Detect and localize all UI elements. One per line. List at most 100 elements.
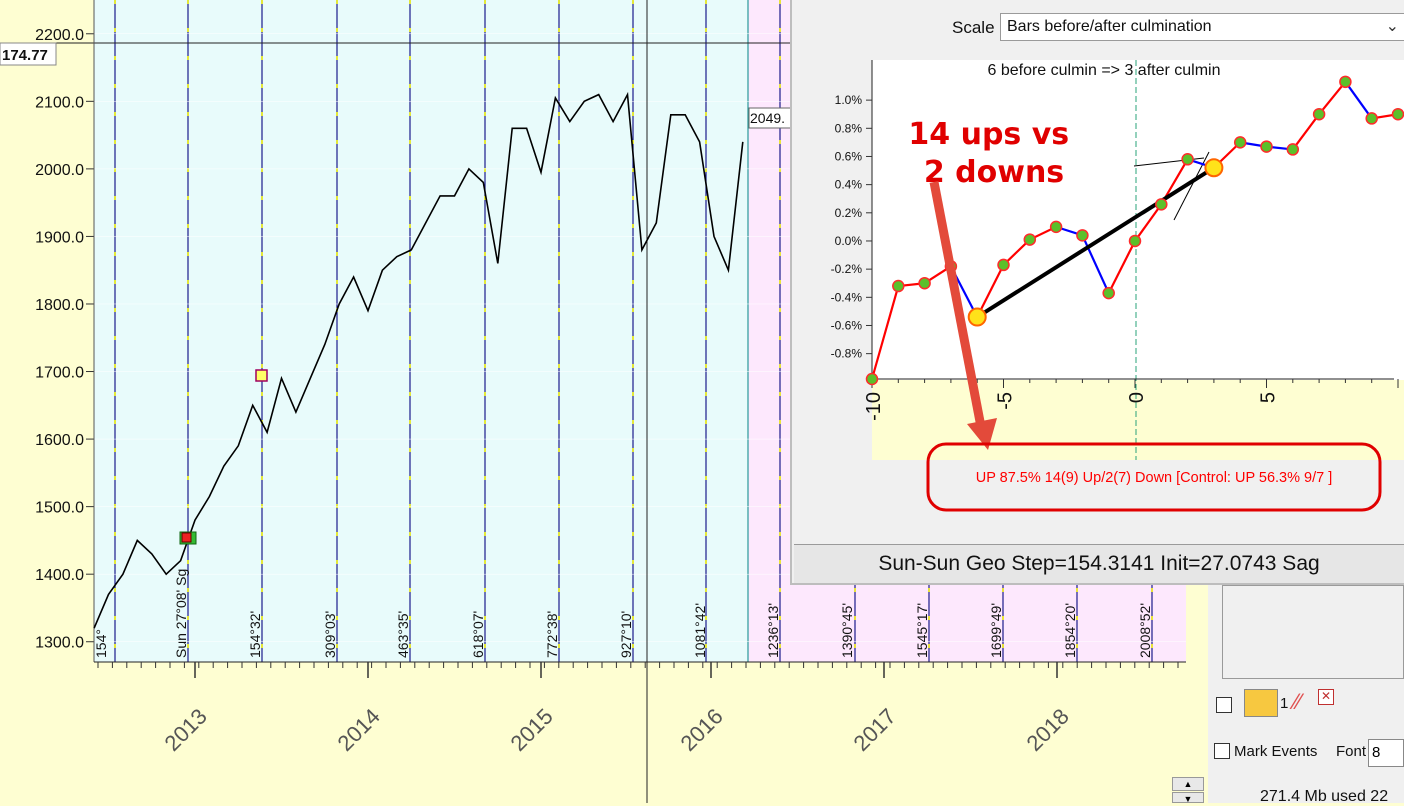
scale-label: Scale: [952, 18, 995, 37]
inner-y-tick-label: 0.8%: [835, 121, 863, 135]
series-point: [1128, 234, 1142, 248]
layer-color-icon[interactable]: [1244, 689, 1278, 717]
angle-line-label: 154°: [93, 629, 109, 658]
series-segment: [870, 285, 900, 380]
inner-x-tick-label: 0: [1126, 392, 1148, 403]
status-bar: Sun-Sun Geo Step=154.3141 Init=27.0743 S…: [794, 544, 1404, 583]
series-point: [1155, 198, 1168, 211]
y-tick-label: 1700.0: [35, 365, 84, 382]
font-label: Font: [1336, 743, 1367, 760]
annotation-arrow-head: [967, 418, 997, 450]
inner-y-tick-label: 0.0%: [835, 234, 863, 248]
y-tick-label: 1600.0: [35, 432, 84, 449]
series-segment: [1107, 240, 1136, 294]
mark-events-label: Mark Events: [1234, 743, 1318, 760]
series-point: [1102, 286, 1115, 300]
series-point: [1233, 136, 1247, 149]
x-tick-label: 2013: [160, 704, 212, 756]
scroll-up-button[interactable]: ▲: [1172, 777, 1204, 791]
angle-line-label: 1081°42': [692, 603, 708, 658]
series-point: [1312, 107, 1326, 121]
series-point: [918, 276, 931, 290]
series-segment: [1081, 234, 1110, 294]
inner-y-tick-label: -0.2%: [831, 262, 863, 276]
inner-x-tick-label: 5: [1258, 392, 1280, 403]
series-point: [892, 279, 905, 293]
angle-line-label: 1236°13': [765, 603, 781, 658]
y-axis: 2200.0 2100.0 2000.0 1900.0 1800.0 1700.0 1600…: [35, 27, 94, 652]
angle-line-label: 1545°17': [914, 603, 930, 658]
lines-tool-icon[interactable]: ⁄⁄: [1294, 689, 1302, 714]
y-tick-label: 1800.0: [35, 297, 84, 314]
series-point: [1023, 233, 1037, 246]
font-size-value: 8: [1372, 744, 1381, 761]
series-segment: [1291, 113, 1320, 151]
culmination-chart[interactable]: 1.0% 0.8% 0.6% 0.4% 0.2% 0.0% -0.2% -0.4% -0.6% -…: [794, 52, 1404, 532]
y-tick-label: 1400.0: [35, 567, 84, 584]
angle-line-label: 463°35': [395, 611, 411, 658]
series-segment: [1344, 81, 1373, 120]
layer-checkbox[interactable]: [1216, 697, 1232, 713]
series-point: [1391, 107, 1404, 121]
series-point: [1286, 143, 1300, 156]
annotation-arrow-shaft: [929, 181, 987, 433]
angle-line-label: 1854°20': [1062, 603, 1078, 658]
swing-points: [967, 158, 1224, 327]
x-minor-ticks: [97, 662, 1179, 668]
pivot-marker[interactable]: [255, 369, 268, 382]
y-tick-label: 2200.0: [35, 27, 84, 44]
angle-line-label: 772°38': [544, 611, 560, 658]
x-tick-label: 2016: [676, 704, 728, 756]
series-point: [1076, 229, 1089, 242]
angle-line-label: 1390°45': [839, 603, 855, 658]
series-point: [1260, 140, 1273, 153]
stat-highlight-box: [926, 442, 1382, 512]
x-tick-label: 2015: [506, 704, 558, 756]
series-segment: [1134, 203, 1163, 242]
angle-line-label: 618°07': [470, 611, 486, 658]
chevron-down-icon[interactable]: ⌄: [1385, 18, 1399, 35]
mark-events-checkbox[interactable]: [1214, 743, 1230, 759]
inner-x-tick-label: -10: [863, 392, 885, 421]
inner-y-tick-label: 0.6%: [835, 149, 863, 163]
scale-select-value: Bars before/after culmination: [1007, 18, 1212, 35]
angle-line-label: 1699°49': [988, 603, 1004, 658]
swing-point: [967, 307, 987, 327]
x-axis: 2013 2014 2015 2016 2017 2018: [160, 662, 1074, 756]
side-controls: 1 ⁄⁄ ✕ Mark Events Font 8 271.4 Mb used …: [1208, 585, 1404, 805]
y-tick-label: 1900.0: [35, 229, 84, 246]
inner-subtitle: 6 before culmin => 3 after culmin: [987, 62, 1220, 79]
angle-line-label: 309°03': [322, 611, 338, 658]
annotation-line-1: 14 ups vs: [908, 117, 1069, 152]
price-marker-box: [0, 42, 57, 66]
layer-label: 1: [1280, 695, 1289, 712]
scroll-down-button[interactable]: ▼: [1172, 792, 1204, 804]
inner-y-tick-label: 1.0%: [835, 93, 863, 107]
font-size-stepper[interactable]: 8: [1368, 739, 1404, 767]
price-marker: 174.77: [2, 47, 48, 64]
ups-downs-annotation: 14 ups vs 2 downs: [908, 117, 1079, 190]
inner-x-axis-band: [872, 380, 1404, 460]
inner-y-tick-label: -0.4%: [831, 290, 863, 304]
inner-y-tick-label: 0.2%: [835, 206, 863, 220]
scale-select[interactable]: Bars before/after culmination ⌄: [1000, 13, 1404, 41]
last-price-label: 2049.: [750, 110, 785, 126]
series-point: [1181, 153, 1194, 166]
inner-y-axis: 1.0% 0.8% 0.6% 0.4% 0.2% 0.0% -0.2% -0.4% -0.6% -…: [831, 93, 872, 361]
angle-line-labels: 154° Sun 27°08' Sg 154°32' 309°03' 463°35' 61…: [93, 569, 1153, 658]
x-tick-label: 2017: [849, 704, 901, 756]
series-point: [865, 372, 879, 386]
event-marker-red[interactable]: [181, 532, 192, 543]
series-point: [1339, 75, 1352, 89]
close-icon[interactable]: ✕: [1318, 689, 1334, 705]
series-point: [997, 258, 1010, 272]
y-tick-label: 1500.0: [35, 500, 84, 517]
stat-text: UP 87.5% 14(9) Up/2(7) Down [Control: UP…: [976, 470, 1333, 486]
swing-trend-line: [976, 166, 1215, 319]
x-tick-label: 2014: [333, 704, 385, 756]
angle-line-label: 927°10': [618, 611, 634, 658]
inner-y-tick-label: -0.8%: [831, 347, 863, 361]
event-list-box[interactable]: [1222, 585, 1404, 679]
series-point: [1049, 220, 1063, 234]
y-tick-label: 2100.0: [35, 94, 84, 111]
